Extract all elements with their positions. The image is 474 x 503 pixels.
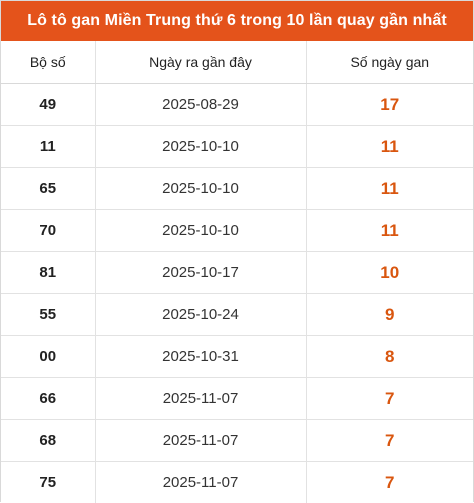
column-header-so-ngay-gan: Số ngày gan [306, 41, 473, 84]
column-header-bo-so: Bộ số [1, 41, 95, 84]
cell-so-ngay-gan: 11 [306, 210, 473, 252]
cell-so-ngay-gan: 8 [306, 336, 473, 378]
cell-bo-so: 55 [1, 294, 95, 336]
cell-bo-so: 70 [1, 210, 95, 252]
table-title: Lô tô gan Miền Trung thứ 6 trong 10 lần … [1, 1, 473, 41]
cell-so-ngay-gan: 7 [306, 462, 473, 503]
cell-ngay-ra: 2025-10-24 [95, 294, 306, 336]
cell-bo-so: 81 [1, 252, 95, 294]
cell-so-ngay-gan: 9 [306, 294, 473, 336]
cell-ngay-ra: 2025-11-07 [95, 462, 306, 503]
cell-ngay-ra: 2025-10-31 [95, 336, 306, 378]
table-header-row: Bộ số Ngày ra gần đây Số ngày gan [1, 41, 473, 84]
cell-bo-so: 65 [1, 168, 95, 210]
cell-bo-so: 49 [1, 84, 95, 126]
cell-so-ngay-gan: 10 [306, 252, 473, 294]
cell-so-ngay-gan: 11 [306, 168, 473, 210]
cell-ngay-ra: 2025-10-10 [95, 168, 306, 210]
cell-ngay-ra: 2025-10-17 [95, 252, 306, 294]
cell-ngay-ra: 2025-10-10 [95, 126, 306, 168]
cell-bo-so: 68 [1, 420, 95, 462]
cell-ngay-ra: 2025-08-29 [95, 84, 306, 126]
column-header-ngay-ra: Ngày ra gần đây [95, 41, 306, 84]
cell-so-ngay-gan: 11 [306, 126, 473, 168]
cell-so-ngay-gan: 7 [306, 378, 473, 420]
cell-bo-so: 75 [1, 462, 95, 503]
cell-bo-so: 11 [1, 126, 95, 168]
cell-so-ngay-gan: 7 [306, 420, 473, 462]
cell-bo-so: 00 [1, 336, 95, 378]
cell-bo-so: 66 [1, 378, 95, 420]
cell-ngay-ra: 2025-11-07 [95, 420, 306, 462]
cell-ngay-ra: 2025-11-07 [95, 378, 306, 420]
cell-ngay-ra: 2025-10-10 [95, 210, 306, 252]
cell-so-ngay-gan: 17 [306, 84, 473, 126]
